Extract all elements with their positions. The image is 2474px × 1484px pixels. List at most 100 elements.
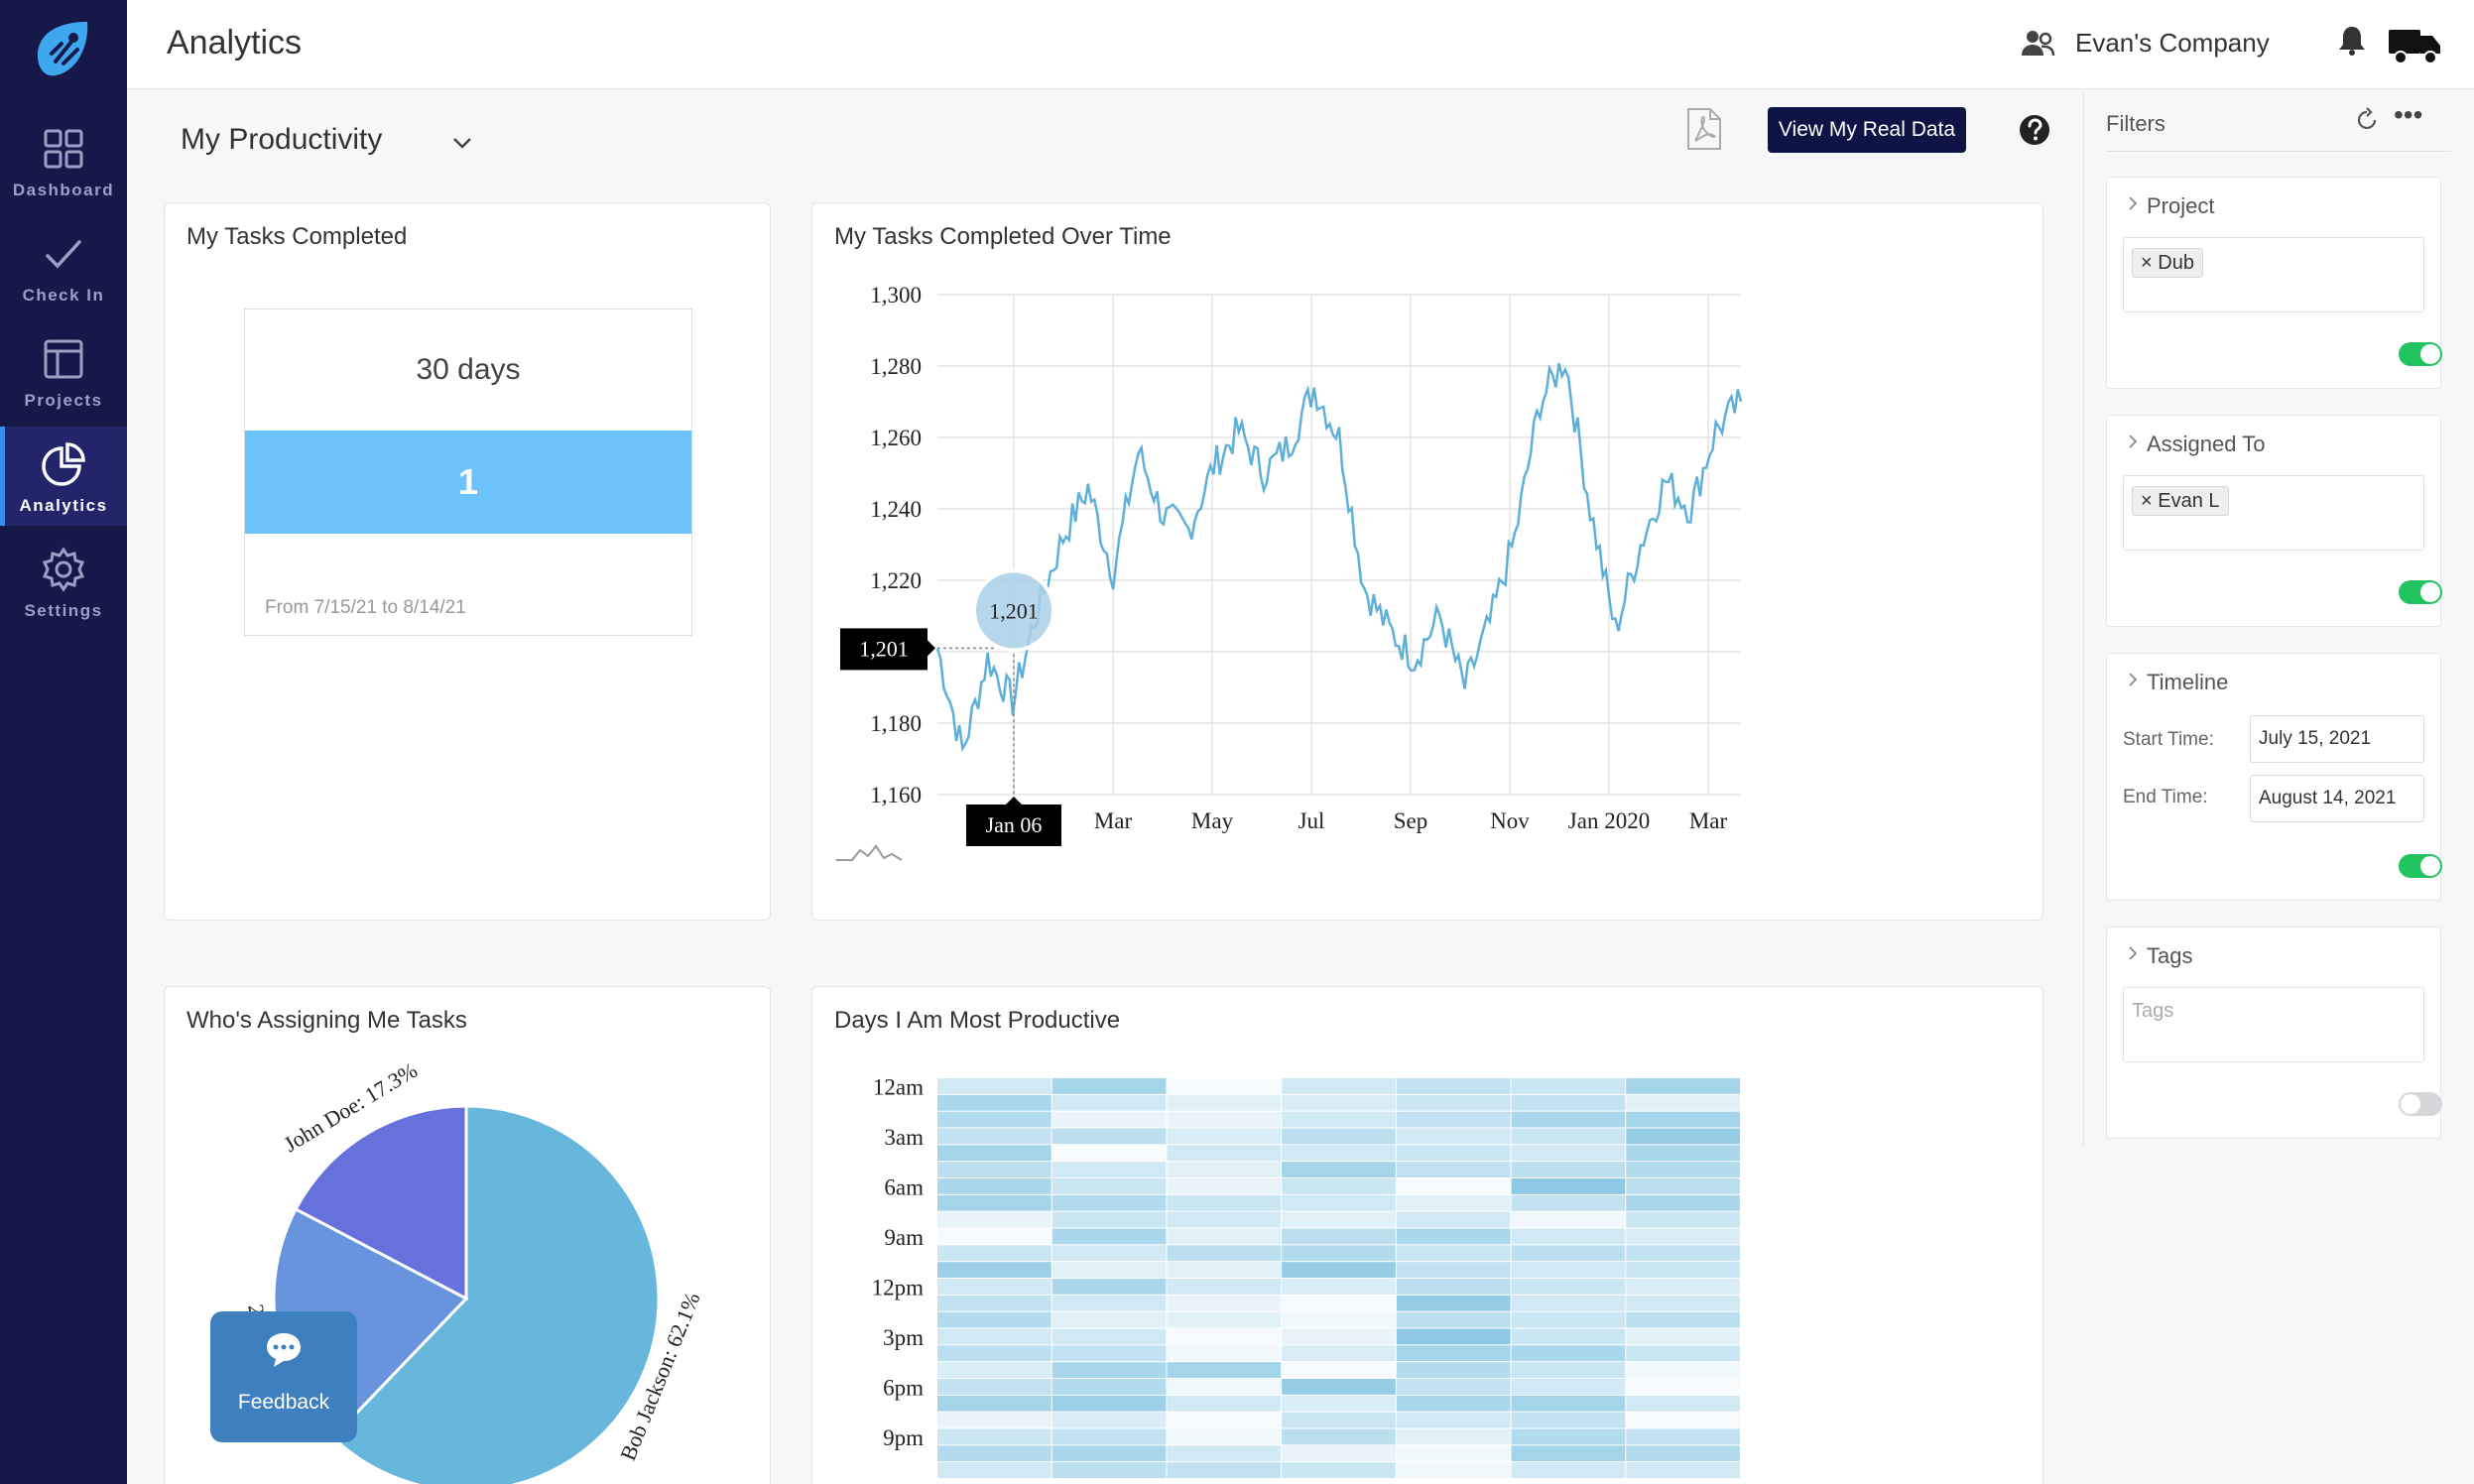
sidebar-item-settings[interactable]: Settings: [0, 532, 127, 631]
chevron-right-icon[interactable]: [2125, 195, 2141, 211]
heatmap-cell: [1282, 1211, 1396, 1228]
heatmap-cell: [1511, 1345, 1626, 1362]
pdf-export-icon[interactable]: [1686, 107, 1722, 151]
heatmap-cell: [1511, 1262, 1626, 1278]
sidebar-item-dashboard[interactable]: Dashboard: [0, 111, 127, 210]
chevron-right-icon[interactable]: [2125, 433, 2141, 449]
heatmap-cell: [1167, 1428, 1282, 1445]
heatmap-cell: [1511, 1412, 1626, 1428]
heatmap-cell: [1282, 1194, 1396, 1211]
heatmap-cell: [1626, 1445, 1740, 1462]
chevron-right-icon[interactable]: [2125, 945, 2141, 961]
card-title: Who's Assigning Me Tasks: [186, 1007, 467, 1034]
stat-count: 1: [245, 431, 691, 534]
users-icon[interactable]: [2020, 26, 2055, 62]
heatmap-cell: [937, 1412, 1051, 1428]
heatmap-cell: [1396, 1311, 1511, 1328]
bell-icon[interactable]: [2335, 24, 2369, 58]
end-time-input[interactable]: August 14, 2021: [2250, 775, 2424, 822]
heatmap-cell: [1282, 1078, 1396, 1094]
filter-title[interactable]: Assigned To: [2147, 432, 2266, 456]
heatmap-cell: [1051, 1194, 1167, 1211]
filter-title[interactable]: Timeline: [2147, 670, 2229, 694]
heatmap-cell: [937, 1445, 1051, 1462]
heatmap-cell: [937, 1162, 1051, 1177]
heatmap-cell: [1167, 1311, 1282, 1328]
heatmap-cell: [1167, 1128, 1282, 1145]
heatmap-cell: [1396, 1379, 1511, 1395]
pie-slice: [294, 1104, 468, 1301]
heatmap-cell: [1626, 1462, 1740, 1478]
filters-title: Filters: [2106, 111, 2165, 136]
heatmap-cell: [1167, 1345, 1282, 1362]
refresh-icon[interactable]: [2354, 107, 2380, 133]
heatmap-cell: [1396, 1345, 1511, 1362]
heatmap-cell: [1282, 1295, 1396, 1311]
heatmap-cell: [1626, 1328, 1740, 1345]
heatmap-cell: [1511, 1078, 1626, 1094]
help-icon[interactable]: [2018, 113, 2051, 147]
heatmap-cell: [937, 1311, 1051, 1328]
heatmap-cell: [1511, 1194, 1626, 1211]
stat-box: 30 days 1 From 7/15/21 to 8/14/21: [244, 309, 692, 636]
assigned-to-select[interactable]: × Evan L: [2123, 475, 2424, 551]
heatmap-cell: [1626, 1162, 1740, 1177]
heatmap-cell: [1626, 1295, 1740, 1311]
company-selector[interactable]: Evan's Company: [2075, 28, 2270, 58]
heatmap-cell: [1396, 1178, 1511, 1194]
heatmap-cell: [937, 1078, 1051, 1094]
heatmap-cell: [1511, 1295, 1626, 1311]
project-toggle[interactable]: [2399, 342, 2442, 366]
truck-icon[interactable]: [2387, 20, 2442, 69]
heatmap-cell: [1626, 1194, 1740, 1211]
tags-toggle[interactable]: [2399, 1092, 2442, 1116]
filter-chip[interactable]: × Evan L: [2132, 486, 2229, 516]
heatmap-cell: [937, 1262, 1051, 1278]
chevron-right-icon[interactable]: [2125, 672, 2141, 687]
heatmap-cell: [1051, 1462, 1167, 1478]
sidebar-item-analytics[interactable]: Analytics: [0, 427, 127, 526]
sidebar-item-check-in[interactable]: Check In: [0, 216, 127, 315]
filter-tags: Tags Tags: [2106, 927, 2442, 1139]
heatmap-cell: [1396, 1228, 1511, 1245]
filter-title[interactable]: Project: [2147, 193, 2215, 218]
filter-title[interactable]: Tags: [2147, 943, 2193, 968]
heatmap-cell: [1282, 1145, 1396, 1162]
project-select[interactable]: × Dub: [2123, 237, 2424, 312]
heatmap-cell: [1396, 1295, 1511, 1311]
heatmap-cell: [1626, 1228, 1740, 1245]
heatmap-cell: [1167, 1145, 1282, 1162]
heatmap-chart[interactable]: 12am 3am 6am 9am 12pm 3pm 6pm 9pm: [812, 987, 2042, 1484]
heatmap-cell: [1396, 1194, 1511, 1211]
line-chart[interactable]: 1,1601,1801,2001,2201,2401,2601,2801,300…: [812, 203, 2042, 920]
heatmap-cell: [1511, 1395, 1626, 1412]
assigned-to-toggle[interactable]: [2399, 580, 2442, 604]
heatmap-cell: [1167, 1162, 1282, 1177]
heatmap-cell: [1282, 1262, 1396, 1278]
rocket-logo-icon[interactable]: [28, 16, 99, 87]
heatmap-cell: [1051, 1428, 1167, 1445]
heatmap-cell: [1626, 1345, 1740, 1362]
view-selector[interactable]: My Productivity: [181, 123, 383, 156]
chevron-down-icon[interactable]: [448, 129, 476, 157]
heatmap-cell: [937, 1178, 1051, 1194]
more-options-icon[interactable]: •••: [2394, 99, 2423, 130]
view-real-data-button[interactable]: View My Real Data: [1768, 107, 1966, 153]
end-time-label: End Time:: [2123, 787, 2208, 807]
heatmap-cell: [1396, 1412, 1511, 1428]
divider: [2106, 151, 2451, 152]
heatmap-cell: [1282, 1462, 1396, 1478]
heatmap-cell: [1167, 1194, 1282, 1211]
heatmap-cell: [1282, 1111, 1396, 1128]
start-time-input[interactable]: July 15, 2021: [2250, 715, 2424, 763]
heatmap-cell: [1511, 1311, 1626, 1328]
sidebar-item-projects[interactable]: Projects: [0, 321, 127, 421]
y-axis-tooltip-label: 1,201: [859, 636, 909, 661]
chip-label: Evan L: [2158, 490, 2220, 512]
heatmap-cell: [1511, 1428, 1626, 1445]
tags-input[interactable]: Tags: [2123, 987, 2424, 1062]
filter-chip[interactable]: × Dub: [2132, 248, 2203, 278]
feedback-button[interactable]: Feedback: [210, 1311, 357, 1442]
heatmap-cell: [937, 1145, 1051, 1162]
timeline-toggle[interactable]: [2399, 854, 2442, 878]
